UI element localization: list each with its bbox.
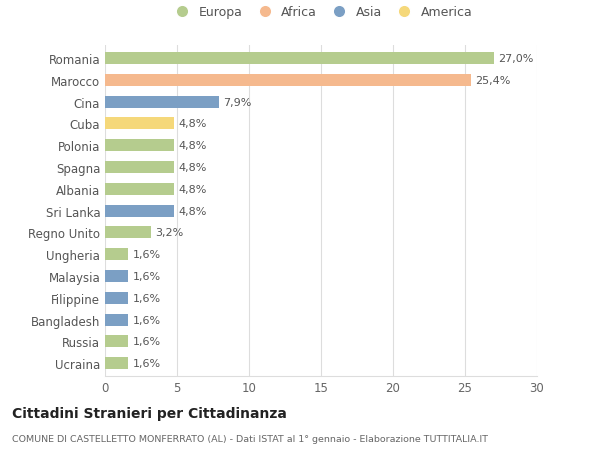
Text: 1,6%: 1,6% <box>133 293 160 303</box>
Text: 4,8%: 4,8% <box>178 119 207 129</box>
Bar <box>105 184 174 196</box>
Bar <box>105 75 471 87</box>
Text: 1,6%: 1,6% <box>133 336 160 347</box>
Bar <box>105 96 219 108</box>
Bar <box>105 358 128 369</box>
Text: Cittadini Stranieri per Cittadinanza: Cittadini Stranieri per Cittadinanza <box>12 406 287 420</box>
Text: 1,6%: 1,6% <box>133 315 160 325</box>
Bar <box>105 118 174 130</box>
Text: 1,6%: 1,6% <box>133 271 160 281</box>
Text: 4,8%: 4,8% <box>178 141 207 151</box>
Text: 3,2%: 3,2% <box>155 228 184 238</box>
Text: 4,8%: 4,8% <box>178 185 207 195</box>
Legend: Europa, Africa, Asia, America: Europa, Africa, Asia, America <box>170 6 472 19</box>
Text: 25,4%: 25,4% <box>475 76 511 86</box>
Bar <box>105 162 174 174</box>
Bar <box>105 140 174 152</box>
Bar <box>105 314 128 326</box>
Bar <box>105 292 128 304</box>
Text: 1,6%: 1,6% <box>133 250 160 260</box>
Text: 4,8%: 4,8% <box>178 206 207 216</box>
Text: 1,6%: 1,6% <box>133 358 160 368</box>
Bar <box>105 53 494 65</box>
Bar <box>105 205 174 217</box>
Bar <box>105 227 151 239</box>
Bar <box>105 249 128 261</box>
Text: 4,8%: 4,8% <box>178 162 207 173</box>
Text: 7,9%: 7,9% <box>223 97 251 107</box>
Text: COMUNE DI CASTELLETTO MONFERRATO (AL) - Dati ISTAT al 1° gennaio - Elaborazione : COMUNE DI CASTELLETTO MONFERRATO (AL) - … <box>12 434 488 443</box>
Text: 27,0%: 27,0% <box>498 54 533 64</box>
Bar <box>105 336 128 347</box>
Bar <box>105 270 128 282</box>
